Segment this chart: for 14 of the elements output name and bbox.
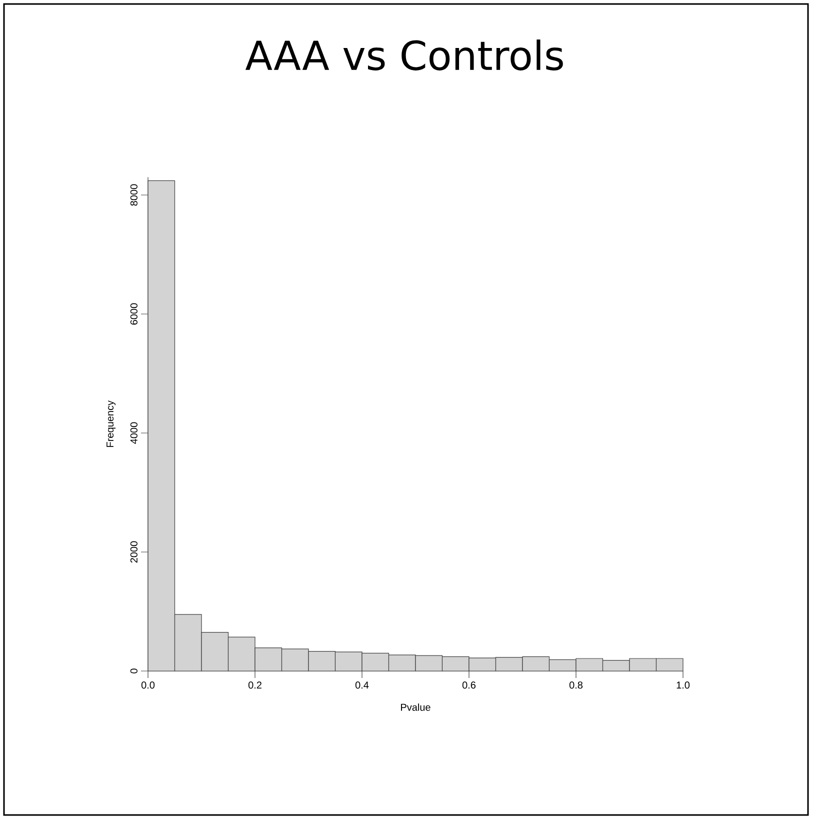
chart-title: AAA vs Controls: [245, 40, 563, 70]
y-tick-label: 8000: [130, 184, 138, 206]
x-tick-label: 0.4: [355, 682, 369, 689]
y-tick-label: 6000: [130, 303, 138, 325]
y-tick-label: 0: [130, 668, 138, 674]
y-tick-label: 2000: [130, 541, 138, 563]
x-tick-label: 0.2: [248, 682, 262, 689]
x-tick-label: 0.0: [141, 682, 155, 689]
x-tick-label: 0.8: [569, 682, 583, 689]
x-axis-title: Pvalue: [401, 703, 430, 711]
y-tick-label: 4000: [130, 422, 138, 444]
x-tick-label: 1.0: [676, 682, 690, 689]
x-tick-label: 0.6: [462, 682, 476, 689]
y-axis-title: Frequency: [106, 400, 116, 447]
